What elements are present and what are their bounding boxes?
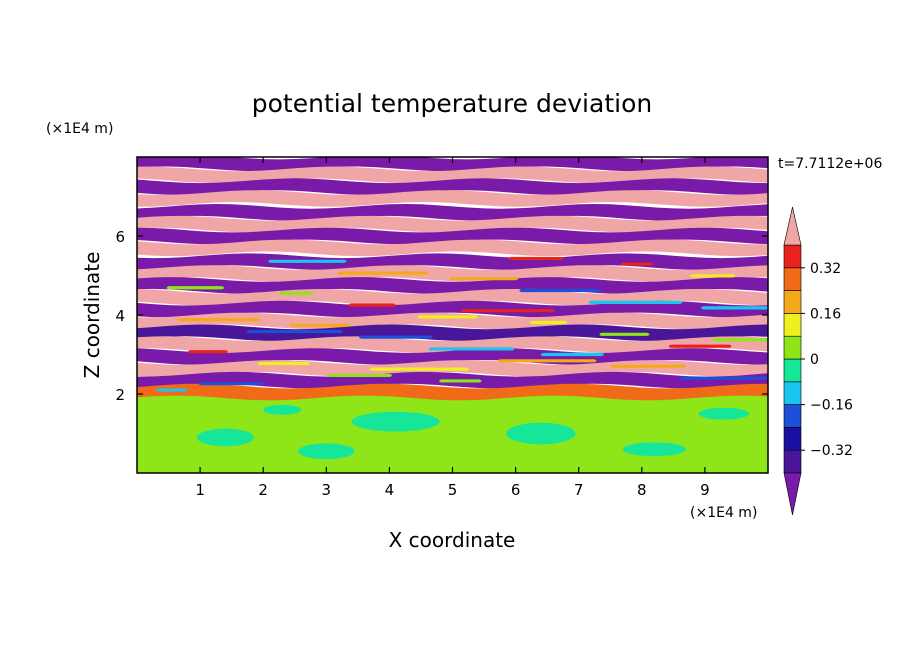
- x-tick-label: 7: [574, 481, 584, 499]
- y-axis-label: Z coordinate: [80, 252, 104, 379]
- field-band: [137, 265, 768, 282]
- colorbar-segment: [783, 313, 802, 337]
- field-band: [137, 215, 768, 233]
- x-tick-label: 1: [195, 481, 205, 499]
- colorbar-segment: [783, 404, 802, 428]
- field-band: [137, 277, 768, 294]
- field-streak: [620, 262, 654, 266]
- field-streak: [359, 335, 433, 339]
- field-streak: [188, 350, 228, 354]
- x-tick-label: 8: [637, 481, 647, 499]
- lower-layer-patch: [196, 428, 254, 447]
- colorbar-tick-label: 0.16: [810, 306, 841, 322]
- field-streak: [668, 344, 732, 348]
- field-streak: [449, 277, 519, 281]
- field-streak: [177, 318, 261, 322]
- time-label: t=7.7112e+06: [778, 156, 882, 172]
- field-streak: [417, 315, 478, 319]
- y-tick-label: 4: [115, 307, 125, 325]
- x-axis-label: X coordinate: [389, 528, 516, 552]
- x-tick-label: 6: [511, 481, 521, 499]
- lower-layer-patch: [622, 442, 686, 457]
- field-band: [137, 166, 768, 184]
- field-streak: [460, 309, 555, 313]
- field-band: [137, 383, 768, 401]
- field-band: [137, 324, 768, 342]
- heatmap-field: [137, 157, 768, 473]
- colorbar-tick-label: −0.16: [810, 398, 853, 414]
- field-streak: [599, 332, 650, 336]
- field-streak: [155, 388, 188, 392]
- field-streak: [679, 376, 768, 380]
- lower-layer-patch: [297, 443, 355, 460]
- colorbar-extend-min: [783, 472, 802, 516]
- y-tick-label: 6: [115, 228, 125, 246]
- field-band: [137, 239, 768, 257]
- x-tick-label: 2: [258, 481, 268, 499]
- colorbar-tick-label: 0.32: [810, 261, 841, 277]
- field-streak: [369, 367, 469, 371]
- field-band: [137, 157, 768, 172]
- colorbar-tick-label: 0: [810, 352, 819, 368]
- field-streak: [289, 323, 351, 327]
- colorbar-segment: [783, 267, 802, 291]
- field-streak: [519, 288, 601, 293]
- field-band: [137, 348, 768, 365]
- colorbar-segment: [783, 290, 802, 314]
- field-band: [137, 204, 768, 221]
- colorbar-tick-label: −0.32: [810, 443, 853, 459]
- x-tick-label: 5: [448, 481, 458, 499]
- field-streak: [166, 286, 225, 290]
- field-streak: [348, 303, 396, 307]
- y-axis: 2 4 6: [115, 228, 768, 404]
- colorbar-extend-max: [783, 206, 802, 246]
- y-unit-label: (×1E4 m): [46, 121, 113, 137]
- lower-layer-patch: [698, 407, 750, 420]
- field-streak: [690, 274, 736, 278]
- lower-layer-patch: [506, 422, 576, 445]
- x-tick-label: 3: [322, 481, 332, 499]
- colorbar-segment: [783, 381, 802, 405]
- colorbar-segment: [783, 335, 802, 360]
- lower-layer-patch: [351, 411, 440, 432]
- field-streak: [439, 379, 482, 383]
- field-band: [137, 253, 768, 270]
- field-band: [137, 190, 768, 207]
- x-unit-label: (×1E4 m): [690, 505, 757, 521]
- x-axis: 1 2 3 4 5 6 7 8 9: [195, 157, 710, 499]
- colorbar-segment: [783, 427, 802, 451]
- field-streak: [257, 362, 310, 366]
- field-streak: [428, 347, 515, 351]
- x-tick-label: 4: [385, 481, 395, 499]
- field-streak: [246, 330, 343, 334]
- colorbar-segment: [783, 449, 802, 474]
- field-band: [137, 227, 768, 245]
- chart-title: potential temperature deviation: [252, 89, 652, 118]
- x-tick-label: 9: [700, 481, 710, 499]
- field-streak: [530, 320, 568, 325]
- field-streak: [337, 271, 429, 275]
- field-streak: [711, 338, 768, 342]
- y-tick-label: 2: [115, 386, 125, 404]
- field-streak: [540, 352, 604, 357]
- field-streak: [508, 256, 564, 261]
- lower-layer-patch: [263, 404, 302, 415]
- colorbar-segment: [783, 358, 802, 383]
- colorbar: 0.32 0.16 0 −0.16 −0.32: [783, 206, 853, 516]
- field-streak: [268, 259, 347, 263]
- field-streak: [610, 364, 686, 368]
- field-band: [137, 178, 768, 195]
- field-streak: [701, 306, 768, 310]
- field-streak: [198, 382, 265, 386]
- colorbar-segment: [783, 244, 802, 269]
- field-streak: [326, 373, 392, 378]
- field-streak: [588, 300, 683, 304]
- field-streak: [278, 291, 314, 295]
- field-streak: [497, 359, 597, 363]
